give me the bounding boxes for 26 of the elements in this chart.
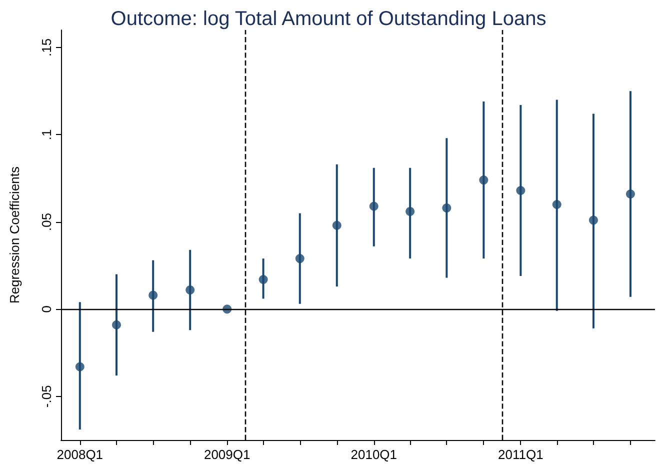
point [626,190,635,198]
point [295,254,304,264]
point [442,203,452,212]
chart-title: Outcome: log Total Amount of Outstanding Loans [110,8,546,30]
point [258,274,268,284]
point [75,362,84,372]
y-axis-title: Regression Coefficients [7,166,22,304]
point [148,290,158,300]
y-tick-label: .15 [39,38,54,56]
point [406,206,415,216]
point [588,216,598,225]
point [552,200,562,209]
x-tick-label: 2009Q1 [204,447,250,462]
point [112,320,121,330]
point [479,176,488,185]
y-tick-label: .05 [39,212,54,231]
point [516,186,526,196]
y-tick-label: 0 [39,306,54,313]
x-tick-label: 2010Q1 [350,447,398,462]
x-tick-label: 2008Q1 [56,447,104,462]
point [369,202,378,211]
point [186,285,195,294]
x-tick-label: 2011Q1 [498,447,544,462]
y-tick-label: .1 [39,129,54,140]
point [332,220,342,230]
y-tick-label: -.05 [39,385,54,408]
